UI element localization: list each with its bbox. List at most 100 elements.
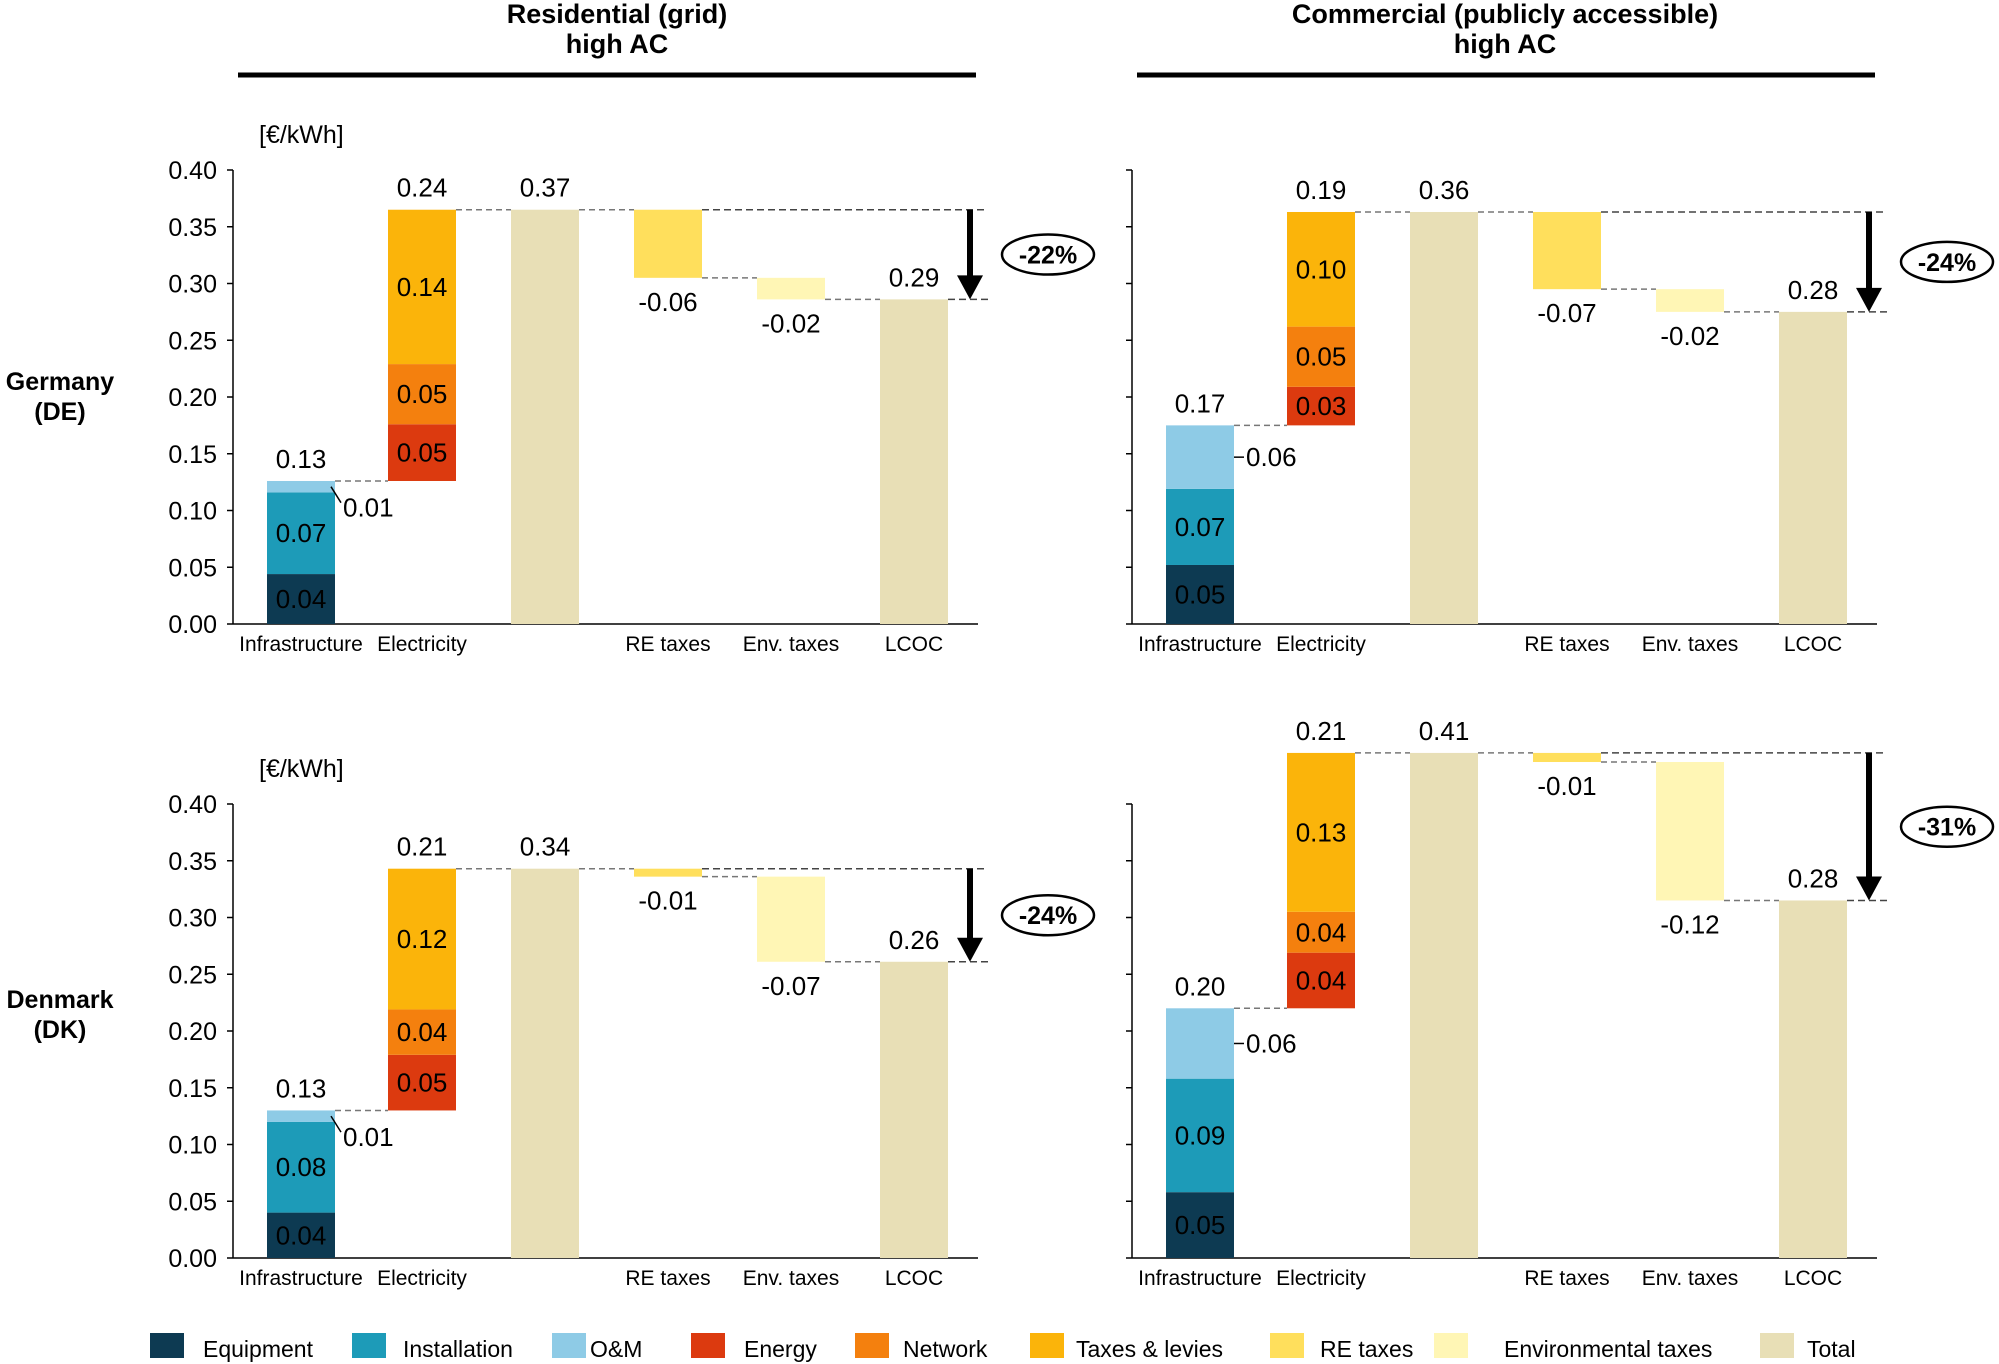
bar-total-label: 0.36: [1419, 175, 1470, 205]
legend-swatch-total: [1760, 1333, 1794, 1358]
bar-segment-installation: [267, 1121, 335, 1213]
legend-swatch-energy: [691, 1333, 725, 1358]
y-tick-label: 0.05: [168, 1188, 217, 1216]
y-tick-label: 0.35: [168, 214, 217, 242]
y-tick-label: 0.05: [168, 554, 217, 582]
segment-value-label: 0.04: [1296, 965, 1347, 995]
legend-swatch-taxes-levies: [1030, 1333, 1064, 1358]
om-value-label: 0.01: [343, 1122, 394, 1152]
reduction-arrow-head: [1856, 876, 1882, 901]
category-label-re-taxes: RE taxes: [1524, 1267, 1609, 1290]
y-axis-unit-label: [€/kWh]: [259, 755, 344, 783]
header-right-line2: high AC: [1454, 29, 1556, 59]
bar-total-label: 0.28: [1788, 275, 1839, 305]
bar-total-label: 0.41: [1419, 716, 1470, 746]
bar-delta-label: -0.07: [761, 971, 820, 1001]
reduction-percent: -22%: [1019, 242, 1077, 270]
legend-swatch-installation: [352, 1333, 386, 1358]
segment-value-label: 0.04: [276, 584, 327, 614]
bar-segment-o-m: [267, 480, 335, 493]
reduction-percent: -31%: [1918, 814, 1976, 842]
header-left-line1: Residential (grid): [507, 0, 728, 29]
reduction-arrow-head: [1856, 287, 1882, 312]
bar-segment-taxes-levies: [388, 209, 456, 365]
header-right-line1: Commercial (publicly accessible): [1292, 0, 1718, 29]
bar-total-label: 0.29: [889, 262, 940, 292]
bar-total-label: 0.28: [1788, 863, 1839, 893]
bar-total-label: 0.20: [1175, 971, 1226, 1001]
segment-value-label: 0.13: [1296, 817, 1347, 847]
panel-denmark-residential: 0.00 0.05 0.10 0.15 0.20 0.25 0.30 0.35 0.40 [€/k…: [168, 755, 1096, 1290]
om-leader-line: [330, 486, 342, 504]
category-label-infrastructure: Infrastructure: [239, 1267, 363, 1290]
segment-value-label: 0.05: [397, 379, 448, 409]
y-tick-label: 0.00: [168, 1245, 217, 1273]
segment-value-label: 0.03: [1296, 391, 1347, 421]
segment-value-label: 0.04: [1296, 917, 1347, 947]
bar-segment-equipment: [1166, 564, 1234, 624]
y-tick-label: 0.30: [168, 905, 217, 933]
y-tick-label: 0.35: [168, 848, 217, 876]
bar-segment-taxes-levies: [1287, 752, 1355, 912]
y-tick-label: 0.40: [168, 157, 217, 185]
bar-segment-total: [880, 299, 948, 624]
reduction-arrow-head: [957, 937, 983, 962]
segment-value-label: 0.05: [1175, 1210, 1226, 1240]
om-value-label: 0.06: [1246, 442, 1297, 472]
bar-segment-total: [511, 209, 579, 624]
bar-total-label: 0.19: [1296, 175, 1347, 205]
panel-germany-commercial: Infrastructure Electricity RE taxes Env. ta…: [1126, 169, 1995, 656]
legend-label-total: Total: [1807, 1336, 1856, 1362]
legend-label-environmental-taxes: Environmental taxes: [1504, 1336, 1712, 1362]
legend-label-taxes-levies: Taxes & levies: [1076, 1336, 1223, 1362]
category-label-infrastructure: Infrastructure: [1138, 1267, 1262, 1290]
reduction-badge: [1000, 233, 1096, 276]
bar-segment-re-taxes: [1533, 752, 1601, 763]
segment-value-label: 0.08: [276, 1152, 327, 1182]
segment-value-label: 0.04: [276, 1220, 327, 1250]
legend-label-installation: Installation: [403, 1336, 513, 1362]
bar-segment-environmental-taxes: [1656, 762, 1724, 901]
segment-value-label: 0.05: [397, 438, 448, 468]
bar-segment-re-taxes: [1533, 211, 1601, 290]
segment-value-label: 0.05: [1296, 342, 1347, 372]
y-tick-label: 0.15: [168, 441, 217, 469]
bar-total-label: 0.13: [276, 1073, 327, 1103]
bar-delta-label: -0.07: [1537, 298, 1596, 328]
row-label-denmark-line1: Denmark: [7, 986, 114, 1014]
bar-delta-label: -0.06: [638, 287, 697, 317]
category-label-re-taxes: RE taxes: [625, 633, 710, 656]
bar-segment-energy: [1287, 386, 1355, 426]
legend-label-o-m: O&M: [590, 1336, 642, 1362]
y-axis-unit-label: [€/kWh]: [259, 121, 344, 149]
bar-delta-label: -0.01: [1537, 771, 1596, 801]
bar-segment-total: [1410, 211, 1478, 624]
legend-swatch-network: [855, 1333, 889, 1358]
legend-label-network: Network: [903, 1336, 988, 1362]
bar-segment-installation: [1166, 1078, 1234, 1193]
bar-segment-o-m: [267, 1110, 335, 1122]
segment-value-label: 0.05: [1175, 579, 1226, 609]
y-tick-label: 0.20: [168, 384, 217, 412]
y-tick-label: 0.20: [168, 1018, 217, 1046]
bar-segment-o-m: [1166, 1008, 1234, 1079]
bar-total-label: 0.37: [520, 173, 571, 203]
category-label-electricity: Electricity: [1276, 1267, 1366, 1290]
bar-segment-total: [1410, 752, 1478, 1258]
category-label-re-taxes: RE taxes: [1524, 633, 1609, 656]
category-label-env-taxes: Env. taxes: [1642, 1267, 1739, 1290]
om-value-label: 0.01: [343, 493, 394, 523]
bar-delta-label: -0.02: [761, 308, 820, 338]
bar-segment-network: [1287, 911, 1355, 953]
panel-denmark-commercial: Infrastructure Electricity RE taxes Env. ta…: [1126, 716, 1995, 1290]
reduction-percent: -24%: [1918, 249, 1976, 277]
bar-segment-total: [1779, 311, 1847, 624]
bar-segment-equipment: [267, 574, 335, 624]
category-label-lcoc: LCOC: [1784, 1267, 1842, 1290]
segment-value-label: 0.14: [397, 272, 448, 302]
bar-segment-re-taxes: [634, 868, 702, 877]
y-tick-label: 0.10: [168, 498, 217, 526]
bar-segment-network: [388, 364, 456, 425]
bar-segment-environmental-taxes: [757, 876, 825, 962]
legend-label-energy: Energy: [744, 1336, 817, 1362]
